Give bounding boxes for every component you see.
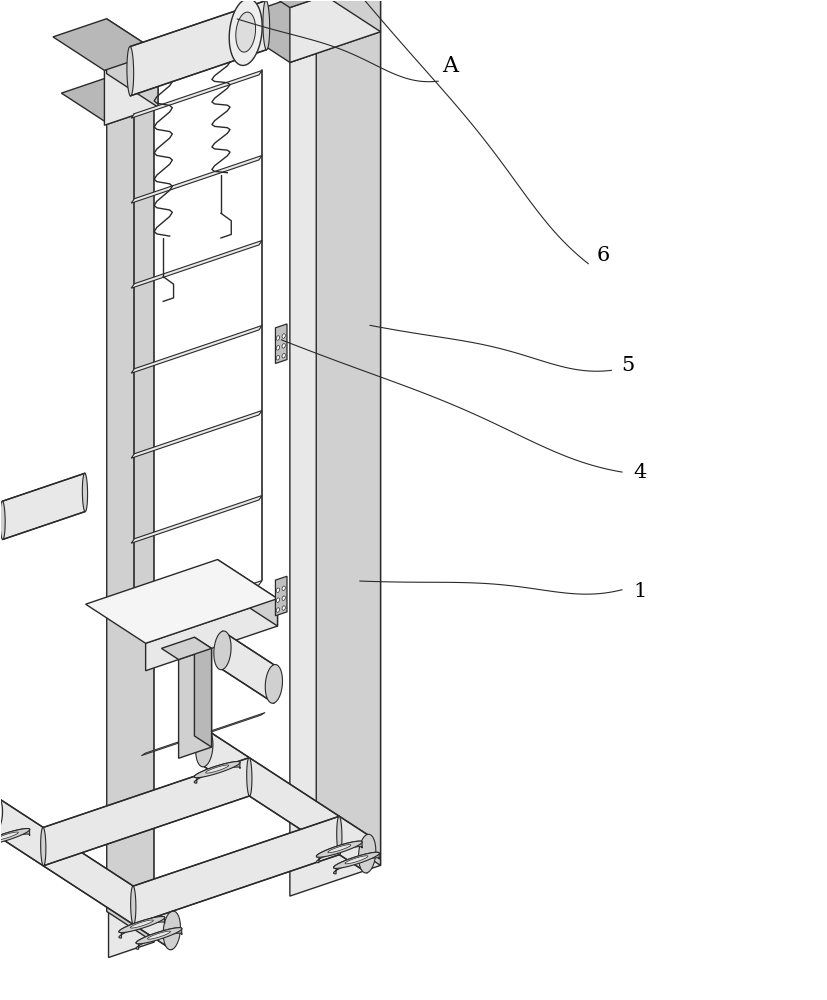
Text: A: A: [442, 55, 459, 77]
Polygon shape: [316, 0, 380, 865]
Polygon shape: [222, 631, 274, 703]
Polygon shape: [161, 637, 212, 660]
Polygon shape: [276, 346, 280, 350]
Polygon shape: [282, 586, 285, 591]
Polygon shape: [229, 0, 262, 65]
Polygon shape: [206, 765, 229, 773]
Polygon shape: [290, 32, 380, 896]
Polygon shape: [131, 70, 262, 118]
Polygon shape: [107, 19, 158, 107]
Polygon shape: [333, 852, 380, 868]
Polygon shape: [290, 0, 380, 62]
Polygon shape: [204, 728, 367, 873]
Polygon shape: [146, 599, 278, 671]
Polygon shape: [316, 0, 380, 32]
Polygon shape: [265, 665, 283, 703]
Polygon shape: [194, 762, 240, 783]
Polygon shape: [0, 832, 18, 840]
Text: 5: 5: [621, 356, 634, 375]
Polygon shape: [131, 240, 262, 288]
Polygon shape: [196, 728, 213, 767]
Polygon shape: [246, 758, 252, 796]
Polygon shape: [0, 829, 30, 845]
Polygon shape: [131, 410, 262, 458]
Polygon shape: [131, 920, 153, 928]
Polygon shape: [61, 78, 154, 124]
Polygon shape: [333, 852, 380, 874]
Polygon shape: [282, 606, 285, 610]
Polygon shape: [282, 353, 285, 358]
Polygon shape: [86, 560, 278, 643]
Polygon shape: [83, 473, 88, 512]
Polygon shape: [0, 795, 2, 834]
Polygon shape: [41, 827, 45, 866]
Polygon shape: [276, 588, 280, 592]
Polygon shape: [141, 713, 265, 756]
Polygon shape: [131, 495, 262, 543]
Polygon shape: [236, 12, 256, 52]
Polygon shape: [276, 598, 280, 602]
Polygon shape: [136, 928, 182, 949]
Polygon shape: [226, 0, 380, 8]
Polygon shape: [0, 795, 172, 950]
Polygon shape: [276, 336, 280, 340]
Polygon shape: [127, 46, 134, 96]
Polygon shape: [131, 0, 266, 96]
Polygon shape: [136, 928, 182, 944]
Polygon shape: [214, 631, 231, 670]
Text: 4: 4: [633, 463, 647, 482]
Polygon shape: [327, 845, 351, 853]
Polygon shape: [275, 576, 287, 616]
Polygon shape: [2, 473, 85, 540]
Polygon shape: [179, 648, 212, 758]
Polygon shape: [275, 324, 287, 363]
Polygon shape: [337, 816, 342, 855]
Polygon shape: [276, 355, 280, 360]
Polygon shape: [263, 0, 270, 50]
Polygon shape: [108, 108, 154, 958]
Polygon shape: [163, 911, 180, 950]
Polygon shape: [0, 501, 5, 540]
Polygon shape: [317, 841, 362, 863]
Polygon shape: [104, 52, 158, 125]
Polygon shape: [133, 816, 339, 924]
Polygon shape: [147, 931, 170, 939]
Polygon shape: [359, 834, 375, 873]
Text: 6: 6: [596, 246, 609, 265]
Polygon shape: [131, 325, 262, 373]
Polygon shape: [282, 596, 285, 600]
Polygon shape: [131, 580, 262, 628]
Polygon shape: [317, 841, 362, 857]
Polygon shape: [276, 608, 280, 612]
Text: 1: 1: [633, 582, 647, 601]
Polygon shape: [218, 560, 278, 626]
Polygon shape: [226, 0, 380, 62]
Polygon shape: [43, 758, 249, 866]
Polygon shape: [53, 19, 158, 70]
Polygon shape: [131, 155, 262, 203]
Polygon shape: [282, 344, 285, 348]
Polygon shape: [345, 856, 368, 864]
Polygon shape: [282, 334, 285, 338]
Polygon shape: [107, 78, 154, 942]
Polygon shape: [131, 886, 136, 924]
Polygon shape: [194, 762, 240, 778]
Polygon shape: [194, 637, 212, 747]
Polygon shape: [0, 829, 30, 850]
Polygon shape: [119, 916, 165, 938]
Polygon shape: [119, 916, 165, 933]
